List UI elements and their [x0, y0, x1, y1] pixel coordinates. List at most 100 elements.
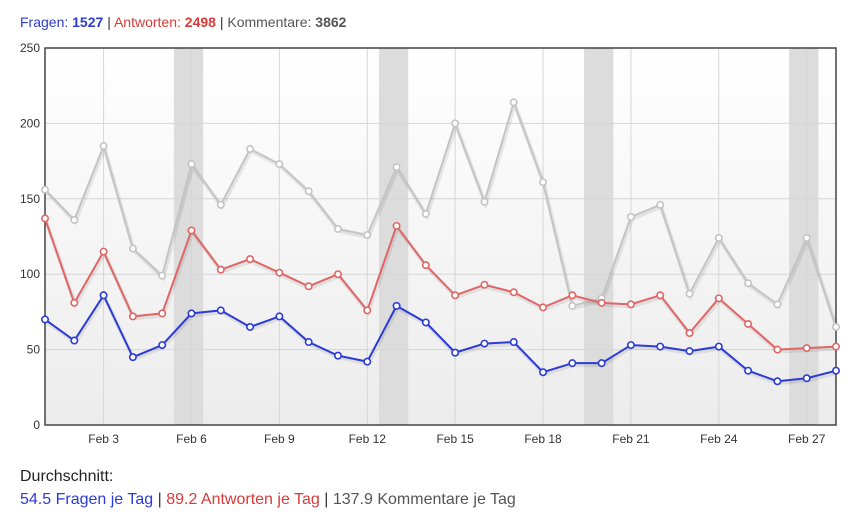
data-point-comments — [685, 289, 694, 298]
data-point-questions — [304, 338, 313, 347]
avg-answers: 89.2 Antworten je Tag — [166, 491, 320, 508]
data-point-questions — [392, 301, 401, 310]
data-point-comments — [158, 271, 167, 280]
data-point-answers — [246, 255, 255, 264]
data-point-comments — [70, 215, 79, 224]
data-point-comments — [802, 234, 811, 243]
data-point-questions — [773, 377, 782, 386]
data-point-answers — [99, 247, 108, 256]
data-point-questions — [626, 341, 635, 350]
x-tick-label: Feb 6 — [176, 432, 207, 446]
data-point-answers — [802, 344, 811, 353]
data-point-questions — [333, 351, 342, 360]
series-line-answers — [44, 218, 837, 351]
plot-border — [44, 47, 837, 426]
series-shadow — [44, 97, 839, 330]
x-tick-label: Feb 18 — [524, 432, 562, 446]
data-point-answers — [539, 303, 548, 312]
x-tick-label: Feb 27 — [788, 432, 826, 446]
data-point-questions — [216, 306, 225, 315]
data-point-answers — [421, 261, 430, 270]
data-point-questions — [656, 342, 665, 351]
y-tick-label: 250 — [20, 41, 40, 55]
data-point-answers — [304, 282, 313, 291]
data-point-answers — [451, 291, 460, 300]
data-point-questions — [539, 368, 548, 377]
answers-count: 2498 — [184, 14, 216, 30]
data-point-questions — [480, 339, 489, 348]
data-point-answers — [831, 342, 840, 351]
data-point-answers — [363, 306, 372, 315]
data-point-comments — [451, 119, 460, 128]
averages-summary: 54.5 Fragen je Tag | 89.2 Antworten je T… — [20, 491, 516, 509]
data-point-answers — [216, 265, 225, 274]
avg-comments: 137.9 Kommentare je Tag — [332, 491, 516, 508]
data-point-answers — [187, 226, 196, 235]
data-point-comments — [539, 178, 548, 187]
y-tick-label: 150 — [20, 192, 40, 206]
series-line-questions — [44, 294, 837, 383]
data-point-questions — [246, 322, 255, 331]
data-point-comments — [714, 234, 723, 243]
data-point-answers — [333, 270, 342, 279]
data-point-questions — [70, 336, 79, 345]
answers-label: Antworten: — [113, 14, 181, 30]
data-point-comments — [773, 300, 782, 309]
data-point-answers — [773, 345, 782, 354]
x-tick-label: Feb 15 — [436, 432, 474, 446]
data-point-questions — [831, 366, 840, 375]
data-point-comments — [363, 230, 372, 239]
y-tick-label: 200 — [20, 116, 40, 130]
data-point-answers — [70, 298, 79, 307]
data-point-comments — [304, 187, 313, 196]
data-point-comments — [656, 200, 665, 209]
comments-count: 3862 — [315, 14, 347, 30]
data-point-questions — [275, 312, 284, 321]
data-point-questions — [685, 347, 694, 356]
data-point-answers — [509, 288, 518, 297]
x-tick-label: Feb 24 — [700, 432, 738, 446]
data-point-comments — [128, 244, 137, 253]
series-comments — [40, 97, 840, 331]
activity-line-chart: 0 50 100 150 200 250 Feb 3 Feb 6 Feb 9 Feb 12 Feb … — [20, 41, 840, 446]
data-point-questions — [802, 374, 811, 383]
data-point-answers — [40, 214, 49, 223]
series-questions — [40, 291, 840, 386]
y-tick-label: 0 — [33, 418, 40, 432]
data-point-comments — [99, 142, 108, 151]
avg-questions: 54.5 Fragen je Tag — [20, 491, 154, 508]
data-point-comments — [480, 197, 489, 206]
data-point-questions — [714, 342, 723, 351]
questions-label: Fragen: — [20, 14, 69, 30]
data-point-comments — [568, 301, 577, 310]
data-point-questions — [509, 338, 518, 347]
x-tick-label: Feb 3 — [88, 432, 119, 446]
data-point-comments — [333, 224, 342, 233]
data-point-questions — [421, 318, 430, 327]
separator: | — [324, 491, 329, 508]
y-tick-label: 50 — [27, 343, 41, 357]
data-point-answers — [626, 300, 635, 309]
data-point-answers — [656, 291, 665, 300]
data-point-comments — [509, 98, 518, 107]
separator: | — [107, 14, 111, 30]
averages-title: Durchschnitt: — [20, 468, 114, 485]
data-point-questions — [597, 359, 606, 368]
data-point-comments — [40, 185, 49, 194]
data-point-questions — [568, 359, 577, 368]
data-point-comments — [392, 163, 401, 172]
x-tick-label: Feb 21 — [612, 432, 650, 446]
data-point-comments — [421, 209, 430, 218]
data-point-answers — [275, 268, 284, 277]
data-point-comments — [246, 145, 255, 154]
separator: | — [219, 14, 224, 30]
data-point-comments — [275, 160, 284, 169]
data-point-comments — [187, 160, 196, 169]
data-point-questions — [158, 341, 167, 350]
data-point-questions — [128, 353, 137, 362]
y-tick-label: 100 — [20, 267, 40, 281]
series-answers — [40, 214, 840, 354]
data-point-answers — [685, 329, 694, 338]
data-point-comments — [831, 322, 840, 331]
data-point-answers — [480, 280, 489, 289]
